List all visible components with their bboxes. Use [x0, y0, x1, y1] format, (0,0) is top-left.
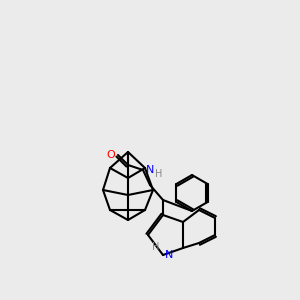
Text: N: N — [165, 250, 173, 260]
Text: N: N — [146, 165, 154, 175]
Text: H: H — [152, 242, 160, 252]
Text: O: O — [106, 150, 115, 160]
Text: H: H — [155, 169, 162, 179]
